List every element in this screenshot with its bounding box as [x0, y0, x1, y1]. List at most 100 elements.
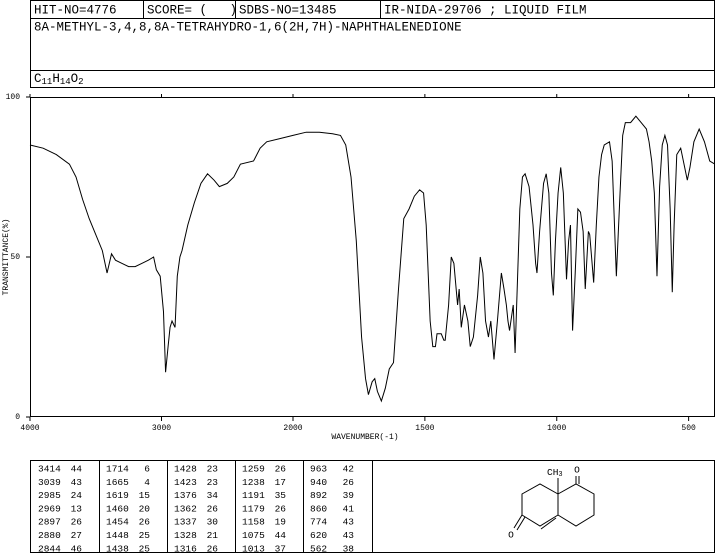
peak-wavenumber: 1438: [106, 543, 129, 553]
peak-transmittance: 35: [275, 490, 287, 501]
peak-wavenumber: 774: [310, 517, 327, 528]
x-tick-label: 2000: [283, 424, 302, 433]
compound-name: 8A-METHYL-3,4,8,8A-TETRAHYDRO-1,6(2H,7H)…: [34, 20, 462, 34]
peak-wavenumber: 1423: [174, 477, 197, 488]
peak-wavenumber: 2985: [38, 490, 61, 501]
enone-oxygen: O: [508, 530, 514, 541]
peak-transmittance: 13: [71, 503, 83, 514]
peak-transmittance: 26: [71, 517, 83, 528]
y-tick-label: 50: [10, 253, 20, 262]
double-bond: [540, 517, 557, 530]
x-tick-label: 1500: [415, 424, 434, 433]
peak-transmittance: 25: [139, 543, 151, 553]
peak-wavenumber: 1619: [106, 490, 129, 501]
formula: C11H14O2: [34, 72, 84, 87]
peak-wavenumber: 1191: [242, 490, 265, 501]
formula-part: C: [34, 72, 42, 86]
peak-transmittance: 34: [207, 490, 219, 501]
peak-wavenumber: 1337: [174, 517, 197, 528]
x-tick-label: 4000: [20, 424, 39, 433]
score: SCORE= ( ): [147, 3, 237, 17]
peak-wavenumber: 1454: [106, 517, 129, 528]
peak-transmittance: 46: [71, 543, 83, 553]
peak-wavenumber: 1428: [174, 464, 197, 475]
peak-wavenumber: 1075: [242, 530, 265, 541]
peak-wavenumber: 963: [310, 464, 327, 475]
formula-sub: 14: [60, 77, 71, 87]
peak-wavenumber: 2880: [38, 530, 61, 541]
peak-wavenumber: 1362: [174, 503, 197, 514]
peak-transmittance: 6: [144, 464, 150, 475]
plot-frame: [30, 97, 715, 417]
carbonyl-bond: [516, 516, 526, 531]
peak-transmittance: 26: [275, 464, 287, 475]
y-tick-label: 0: [15, 413, 20, 422]
peak-wavenumber: 2844: [38, 543, 61, 553]
peak-wavenumber: 3039: [38, 477, 61, 488]
plot: [26, 94, 715, 421]
ring-bond: [521, 483, 559, 527]
peak-transmittance: 38: [343, 543, 355, 553]
peak-wavenumber: 1316: [174, 543, 197, 553]
peak-transmittance: 30: [207, 517, 219, 528]
ring-bond: [557, 483, 595, 527]
structure: [513, 476, 595, 531]
x-tick-label: 500: [681, 424, 696, 433]
ketone-oxygen: O: [574, 465, 580, 476]
peak-transmittance: 19: [275, 517, 287, 528]
x-tick-label: 1000: [547, 424, 566, 433]
peak-transmittance: 15: [139, 490, 151, 501]
peak-transmittance: 25: [139, 530, 151, 541]
peak-transmittance: 26: [275, 503, 287, 514]
peak-transmittance: 20: [139, 503, 151, 514]
peak-wavenumber: 620: [310, 530, 327, 541]
peak-wavenumber: 1179: [242, 503, 265, 514]
peak-wavenumber: 1013: [242, 543, 265, 553]
peak-wavenumber: 1259: [242, 464, 265, 475]
peak-transmittance: 26: [139, 517, 151, 528]
hit-number: HIT-NO=4776: [34, 3, 117, 17]
peak-transmittance: 37: [275, 543, 286, 553]
peak-wavenumber: 940: [310, 477, 327, 488]
peak-transmittance: 23: [207, 464, 219, 475]
peak-wavenumber: 1328: [174, 530, 197, 541]
peak-wavenumber: 1238: [242, 477, 265, 488]
peak-transmittance: 44: [71, 464, 83, 475]
peak-wavenumber: 1714: [106, 464, 129, 475]
x-tick-label: 3000: [152, 424, 171, 433]
peak-transmittance: 23: [207, 477, 219, 488]
formula-sub: 2: [78, 77, 83, 87]
peak-transmittance: 21: [207, 530, 219, 541]
peak-wavenumber: 562: [310, 543, 327, 553]
x-axis-label: WAVENUMBER(-1): [331, 433, 398, 442]
peak-transmittance: 43: [343, 517, 355, 528]
peak-transmittance: 26: [207, 543, 219, 553]
method: IR-NIDA-29706 ; LIQUID FILM: [384, 3, 587, 17]
peak-transmittance: 26: [343, 477, 355, 488]
peak-transmittance: 41: [343, 503, 355, 514]
peak-wavenumber: 2969: [38, 503, 61, 514]
formula-part: H: [52, 72, 60, 86]
peak-transmittance: 27: [71, 530, 82, 541]
peak-wavenumber: 3414: [38, 464, 61, 475]
peak-wavenumber: 1448: [106, 530, 129, 541]
methyl-label: CH3: [547, 467, 563, 479]
peak-transmittance: 43: [71, 477, 83, 488]
sdbs-number: SDBS-NO=13485: [239, 3, 337, 17]
peak-wavenumber: 892: [310, 490, 327, 501]
formula-sub: 11: [42, 77, 53, 87]
peak-transmittance: 24: [71, 490, 83, 501]
y-tick-label: 100: [6, 93, 21, 102]
peak-transmittance: 4: [144, 477, 150, 488]
peak-wavenumber: 1460: [106, 503, 129, 514]
y-axis-label: TRANSMITTANCE(%): [2, 219, 11, 296]
peak-transmittance: 42: [343, 464, 355, 475]
peak-transmittance: 44: [275, 530, 287, 541]
peak-wavenumber: 1158: [242, 517, 265, 528]
peak-wavenumber: 1665: [106, 477, 129, 488]
peak-transmittance: 43: [343, 530, 355, 541]
peak-transmittance: 17: [275, 477, 286, 488]
carbonyl-bond: [513, 514, 523, 529]
